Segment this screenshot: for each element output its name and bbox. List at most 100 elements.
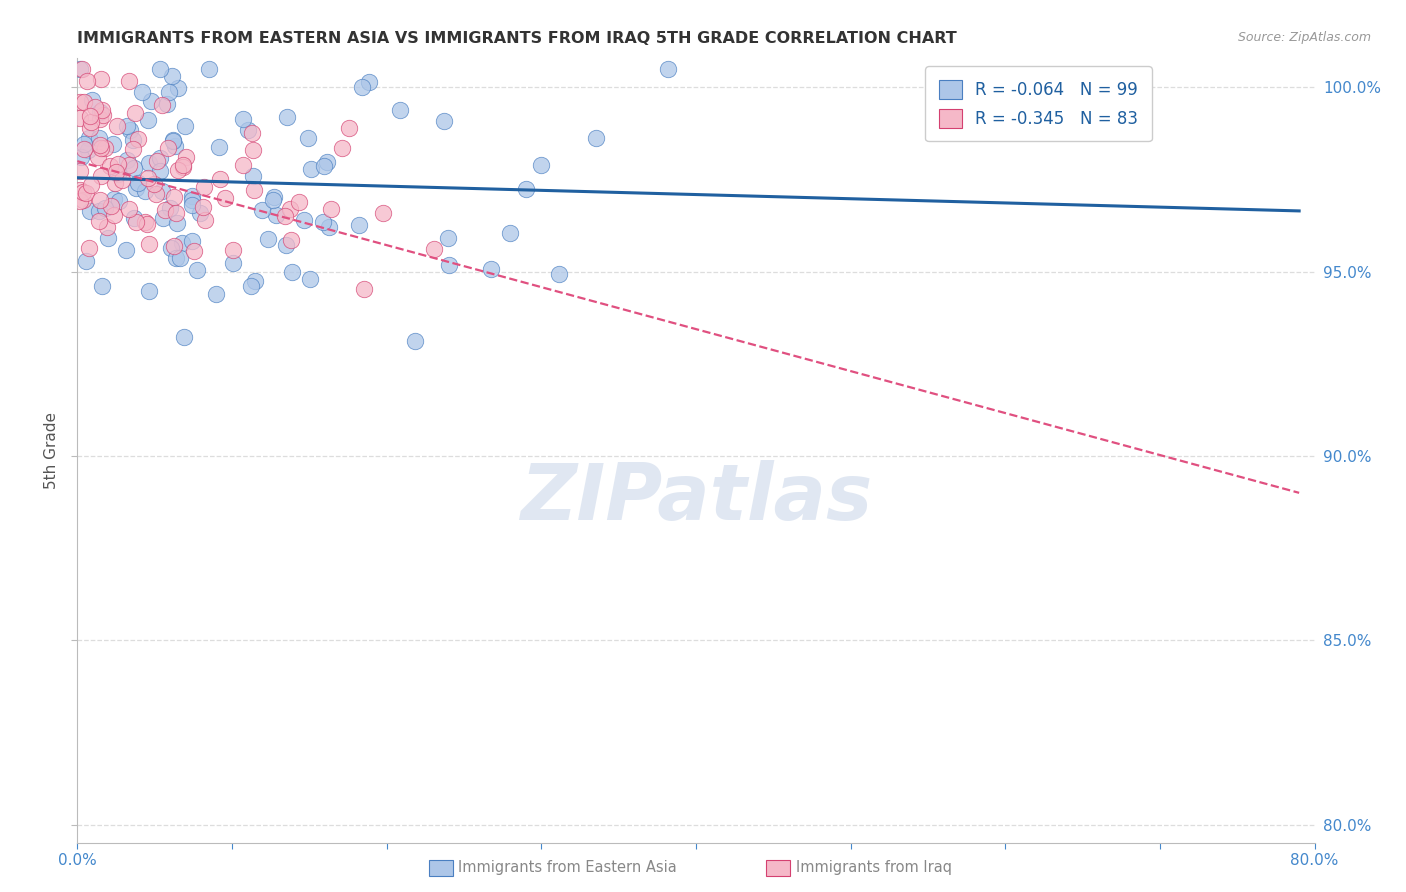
Point	[173, 329, 195, 343]
Point	[100, 199, 122, 213]
Point	[530, 158, 553, 172]
Point	[90, 141, 112, 155]
Point	[193, 179, 215, 194]
Point	[136, 171, 159, 186]
Point	[149, 62, 172, 76]
Point	[359, 75, 381, 89]
Point	[347, 218, 370, 232]
Point	[82, 93, 104, 107]
Point	[80, 178, 103, 193]
Point	[124, 211, 146, 226]
Point	[198, 62, 221, 76]
Point	[89, 137, 111, 152]
Point	[232, 158, 254, 172]
Point	[222, 256, 245, 270]
Point	[97, 230, 120, 244]
Legend: R = -0.064   N = 99, R = -0.345   N = 83: R = -0.064 N = 99, R = -0.345 N = 83	[925, 66, 1152, 142]
Point	[72, 62, 94, 76]
Point	[118, 202, 141, 216]
Point	[103, 192, 125, 206]
Point	[155, 97, 177, 112]
Point	[585, 130, 607, 145]
Point	[77, 241, 100, 255]
Point	[172, 158, 194, 172]
Point	[183, 244, 205, 259]
Point	[127, 132, 149, 146]
Point	[292, 212, 315, 227]
Point	[91, 278, 114, 293]
Point	[423, 242, 446, 256]
Point	[94, 201, 117, 215]
Point	[337, 121, 360, 136]
Point	[89, 194, 111, 208]
Point	[208, 171, 231, 186]
Point	[91, 103, 114, 117]
Point	[388, 103, 411, 117]
Point	[103, 208, 125, 222]
Point	[301, 161, 323, 176]
Point	[315, 155, 337, 169]
Point	[437, 231, 460, 245]
Point	[79, 109, 101, 123]
Point	[274, 209, 297, 223]
Point	[280, 233, 302, 247]
Point	[89, 203, 111, 218]
Point	[181, 197, 204, 211]
Point	[194, 213, 217, 227]
Point	[138, 237, 160, 252]
Point	[73, 136, 96, 151]
Point	[162, 70, 184, 84]
Point	[79, 114, 101, 128]
Point	[180, 234, 202, 248]
Point	[141, 94, 163, 108]
Point	[404, 334, 426, 348]
Point	[238, 123, 260, 137]
Point	[297, 130, 319, 145]
Point	[150, 184, 173, 198]
Point	[107, 167, 129, 181]
Point	[263, 189, 285, 203]
Point	[208, 140, 231, 154]
Point	[117, 153, 139, 168]
Point	[98, 159, 121, 173]
Point	[352, 79, 374, 94]
Point	[186, 263, 208, 277]
Point	[276, 238, 298, 252]
Point	[90, 71, 112, 86]
Point	[153, 203, 176, 218]
Point	[243, 184, 266, 198]
Y-axis label: 5th Grade: 5th Grade	[44, 412, 59, 489]
Point	[90, 169, 112, 183]
Point	[163, 239, 186, 253]
Point	[105, 119, 128, 133]
Point	[135, 217, 157, 231]
Point	[122, 142, 145, 156]
Point	[242, 169, 264, 184]
Point	[77, 130, 100, 145]
Point	[150, 98, 173, 112]
Point	[173, 119, 195, 133]
Point	[104, 176, 127, 190]
Point	[657, 62, 679, 76]
Point	[94, 140, 117, 154]
Point	[124, 161, 146, 175]
Point	[134, 184, 156, 198]
Point	[138, 155, 160, 169]
Point	[162, 134, 184, 148]
Point	[75, 253, 97, 268]
Point	[114, 243, 136, 257]
Text: IMMIGRANTS FROM EASTERN ASIA VS IMMIGRANTS FROM IRAQ 5TH GRADE CORRELATION CHART: IMMIGRANTS FROM EASTERN ASIA VS IMMIGRAN…	[77, 31, 957, 46]
Point	[157, 86, 180, 100]
Point	[288, 194, 311, 209]
Point	[281, 265, 304, 279]
Point	[75, 186, 97, 200]
Point	[91, 107, 114, 121]
Point	[264, 208, 287, 222]
Point	[318, 220, 340, 235]
Point	[353, 282, 375, 296]
Point	[143, 177, 166, 191]
Point	[257, 232, 280, 246]
Point	[232, 112, 254, 126]
Point	[330, 140, 353, 154]
Point	[72, 194, 94, 208]
